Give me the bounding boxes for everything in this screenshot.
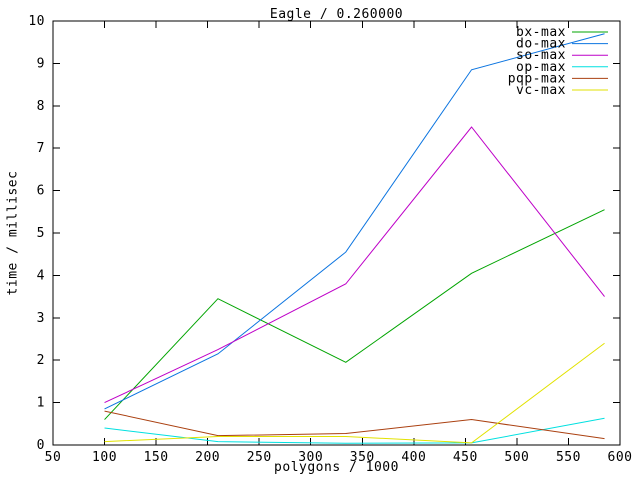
legend-label-do-max: do-max: [516, 37, 566, 52]
x-tick-label: 250: [247, 450, 272, 465]
legend-label-pqp-max: pqp-max: [508, 71, 566, 86]
x-tick-label: 500: [504, 450, 529, 465]
series-line-op-max: [104, 417, 605, 444]
x-tick-label: 100: [92, 450, 117, 465]
series-line-bx-max: [104, 209, 605, 420]
x-tick-label: 600: [608, 450, 633, 465]
y-tick-label: 5: [37, 226, 45, 241]
y-tick-label: 1: [37, 396, 45, 411]
y-tick-label: 10: [28, 14, 45, 29]
legend-label-bx-max: bx-max: [516, 25, 566, 40]
legend-label-so-max: so-max: [516, 48, 566, 63]
x-tick-label: 50: [45, 450, 62, 465]
y-tick-label: 6: [37, 184, 45, 199]
x-tick-label: 550: [556, 450, 581, 465]
y-tick-label: 8: [37, 99, 45, 114]
series-line-do-max: [104, 33, 605, 410]
series-line-pqp-max: [104, 410, 605, 440]
y-tick-label: 0: [37, 438, 45, 453]
y-tick-label: 2: [37, 353, 45, 368]
x-tick-label: 300: [298, 450, 323, 465]
x-tick-label: 450: [453, 450, 478, 465]
legend-label-op-max: op-max: [516, 60, 566, 75]
series-line-so-max: [104, 126, 605, 404]
y-tick-label: 7: [37, 141, 45, 156]
x-tick-label: 350: [350, 450, 375, 465]
x-tick-label: 400: [401, 450, 426, 465]
legend-label-vc-max: vc-max: [516, 83, 566, 98]
y-tick-label: 3: [37, 311, 45, 326]
y-tick-label: 9: [37, 56, 45, 71]
x-tick-label: 150: [144, 450, 169, 465]
x-tick-label: 200: [195, 450, 220, 465]
y-tick-label: 4: [37, 268, 45, 283]
chart-title: Eagle / 0.260000: [269, 7, 404, 22]
series-line-vc-max: [104, 342, 605, 444]
x-axis-title: polygons / 1000: [274, 460, 399, 475]
